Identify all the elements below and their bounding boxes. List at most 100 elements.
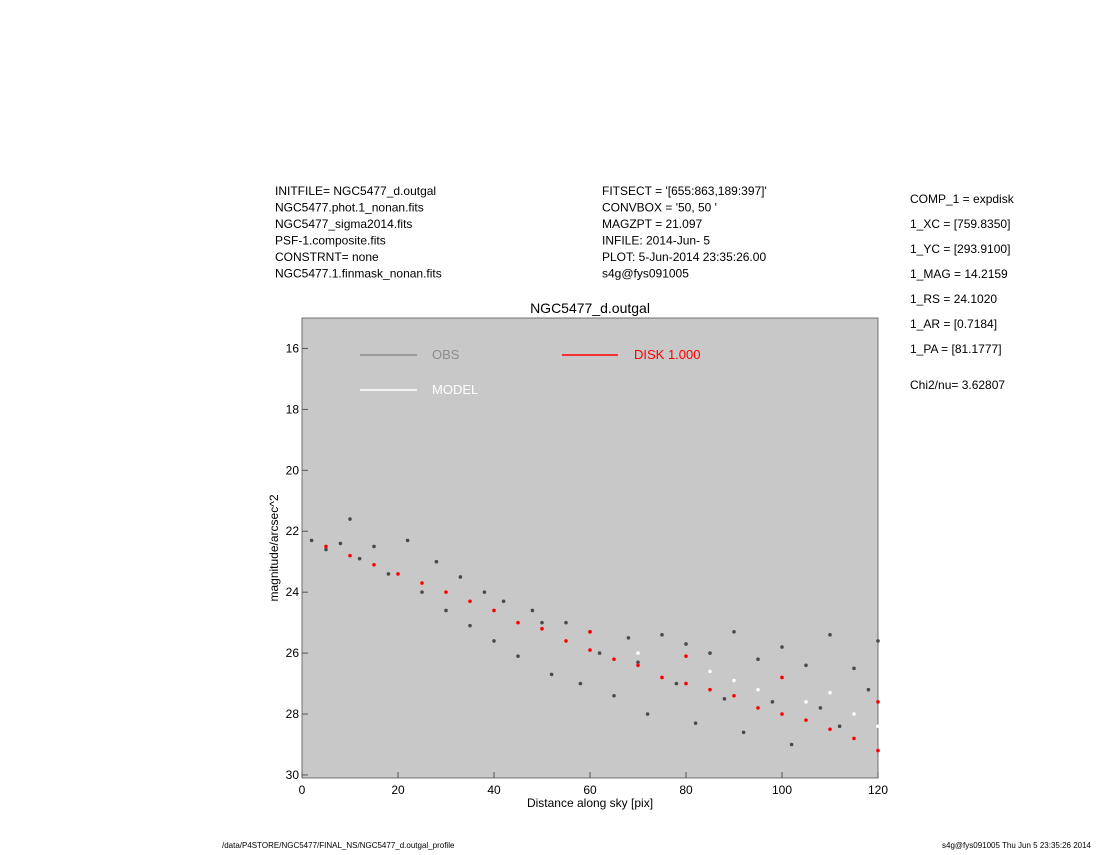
data-point bbox=[612, 657, 616, 661]
fit-parameter: 1_XC = [759.8350] bbox=[910, 217, 1010, 231]
data-point bbox=[468, 623, 472, 628]
data-point bbox=[876, 748, 880, 753]
data-point bbox=[372, 562, 376, 567]
data-point bbox=[492, 639, 496, 643]
data-point bbox=[852, 666, 856, 671]
data-point bbox=[501, 599, 506, 604]
data-point bbox=[348, 517, 352, 521]
legend-label: OBS bbox=[432, 347, 460, 362]
data-point bbox=[540, 620, 544, 625]
fit-parameter: Chi2/nu= 3.62807 bbox=[910, 378, 1005, 392]
data-point bbox=[828, 727, 832, 732]
data-point bbox=[434, 559, 439, 564]
header-left: PSF-1.composite.fits bbox=[275, 234, 386, 248]
data-point bbox=[660, 675, 664, 680]
data-point bbox=[405, 538, 410, 543]
data-point bbox=[780, 645, 784, 649]
data-point bbox=[804, 700, 808, 704]
fit-parameter: 1_RS = 24.1020 bbox=[910, 292, 997, 306]
data-point bbox=[420, 581, 424, 585]
data-point bbox=[722, 696, 727, 701]
x-tick-label: 0 bbox=[299, 783, 306, 797]
data-point bbox=[540, 626, 544, 631]
data-point bbox=[386, 572, 391, 576]
data-point bbox=[564, 620, 568, 625]
data-point bbox=[626, 636, 631, 640]
data-point bbox=[309, 538, 314, 543]
data-point bbox=[444, 590, 448, 594]
fit-parameter: COMP_1 = expdisk bbox=[910, 192, 1015, 206]
legend-label: MODEL bbox=[432, 382, 478, 397]
legend-label: DISK 1.000 bbox=[634, 347, 701, 362]
header-middle: s4g@fys091005 bbox=[602, 267, 689, 281]
x-tick-label: 60 bbox=[583, 783, 597, 797]
header-left: NGC5477.1.finmask_nonan.fits bbox=[275, 267, 442, 281]
data-point bbox=[458, 575, 463, 579]
data-point bbox=[684, 642, 688, 646]
data-point bbox=[732, 693, 736, 698]
header-middle: CONVBOX = '50, 50 ' bbox=[602, 201, 717, 215]
y-tick-label: 28 bbox=[286, 707, 300, 721]
fit-parameter: 1_AR = [0.7184] bbox=[910, 317, 997, 331]
data-point bbox=[708, 669, 712, 674]
y-tick-label: 18 bbox=[286, 402, 300, 416]
data-point bbox=[588, 648, 592, 652]
data-point bbox=[828, 690, 832, 695]
data-point bbox=[516, 654, 520, 658]
y-tick-label: 26 bbox=[286, 646, 300, 660]
data-point bbox=[852, 736, 856, 741]
fit-parameter: 1_YC = [293.9100] bbox=[910, 242, 1010, 256]
data-point bbox=[708, 651, 712, 655]
data-point bbox=[612, 693, 616, 698]
data-point bbox=[530, 608, 535, 613]
data-point bbox=[837, 724, 842, 729]
data-point bbox=[636, 660, 640, 665]
data-point bbox=[876, 700, 880, 704]
data-point bbox=[492, 608, 496, 613]
data-point bbox=[708, 687, 712, 692]
data-point bbox=[852, 712, 856, 716]
data-point bbox=[684, 654, 688, 658]
footer-right: s4g@fys091005 Thu Jun 5 23:35:26 2014 bbox=[942, 841, 1092, 850]
x-tick-label: 80 bbox=[679, 783, 693, 797]
x-tick-label: 20 bbox=[391, 783, 405, 797]
data-point bbox=[324, 547, 328, 552]
data-point bbox=[396, 572, 400, 576]
header-left: INITFILE= NGC5477_d.outgal bbox=[275, 184, 436, 198]
data-point bbox=[770, 700, 775, 704]
footer-left: /data/P4STORE/NGC5477/FINAL_NS/NGC5477_d… bbox=[222, 841, 455, 850]
data-point bbox=[756, 657, 760, 661]
header-middle: PLOT: 5-Jun-2014 23:35:26.00 bbox=[602, 250, 766, 264]
y-axis-label: magnitude/arcsec^2 bbox=[267, 494, 281, 601]
data-point bbox=[732, 678, 736, 683]
data-point bbox=[876, 639, 880, 643]
data-point bbox=[818, 706, 823, 710]
data-point bbox=[357, 556, 362, 561]
data-point bbox=[828, 633, 832, 637]
y-tick-label: 30 bbox=[286, 768, 300, 782]
data-point bbox=[636, 651, 640, 655]
y-tick-label: 16 bbox=[286, 341, 300, 355]
data-point bbox=[516, 620, 520, 625]
data-point bbox=[789, 742, 794, 747]
data-point bbox=[420, 590, 424, 594]
data-point bbox=[372, 544, 376, 549]
data-point bbox=[444, 608, 448, 613]
data-point bbox=[482, 590, 487, 594]
plot-area bbox=[301, 317, 879, 779]
data-point bbox=[780, 675, 784, 680]
data-point bbox=[756, 687, 760, 692]
header-middle: MAGZPT = 21.097 bbox=[602, 217, 702, 231]
data-point bbox=[804, 718, 808, 722]
data-point bbox=[684, 681, 688, 686]
data-point bbox=[597, 651, 602, 655]
fit-parameter: 1_MAG = 14.2159 bbox=[910, 267, 1008, 281]
data-point bbox=[693, 721, 698, 725]
x-tick-label: 120 bbox=[868, 783, 888, 797]
data-point bbox=[549, 672, 554, 677]
x-tick-label: 40 bbox=[487, 783, 501, 797]
header-left: CONSTRNT= none bbox=[275, 250, 379, 264]
data-point bbox=[588, 629, 592, 634]
header-middle: FITSECT = '[655:863,189:397]' bbox=[602, 184, 767, 198]
data-point bbox=[636, 663, 640, 668]
